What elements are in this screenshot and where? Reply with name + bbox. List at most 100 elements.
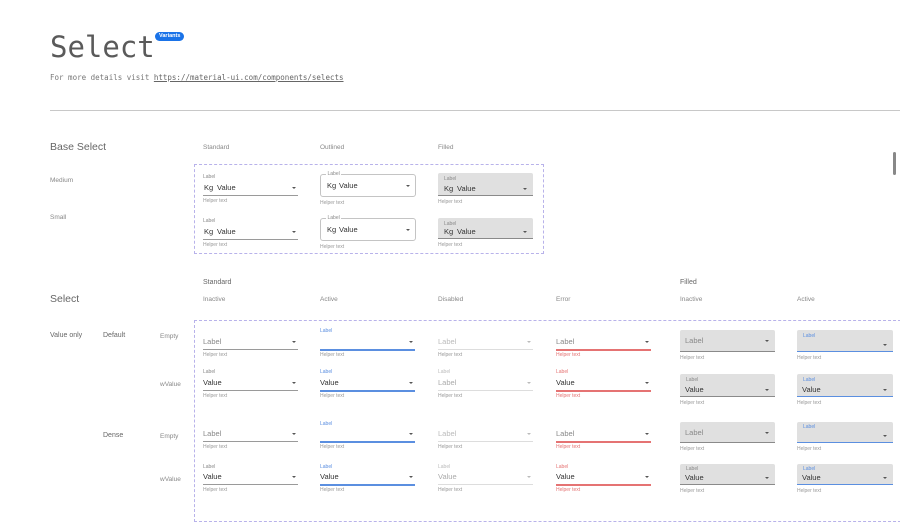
select-label: Label xyxy=(203,173,216,180)
dropdown-arrow-icon xyxy=(292,476,296,478)
helper-text: Helper text xyxy=(556,444,581,451)
select-underline xyxy=(203,349,298,350)
helper-text: Helper text xyxy=(556,352,581,359)
helper-text: Helper text xyxy=(680,354,705,361)
helper-text: Helper text xyxy=(320,352,345,359)
select-underline xyxy=(320,484,415,486)
helper-text: Helper text xyxy=(438,352,463,359)
column-header-standard: Standard xyxy=(203,143,230,151)
filled-box xyxy=(438,173,533,196)
select-underline xyxy=(438,349,533,350)
select-label: Label xyxy=(320,463,333,470)
helper-text: Helper text xyxy=(556,393,581,400)
filled-box xyxy=(680,464,775,485)
dropdown-arrow-icon xyxy=(765,340,769,342)
group-header-filled: Filled xyxy=(680,279,697,287)
filled-box xyxy=(797,330,893,352)
dropdown-arrow-icon xyxy=(883,477,887,479)
helper-text: Helper text xyxy=(438,198,463,205)
select-label: Label xyxy=(556,463,569,470)
dropdown-arrow-icon xyxy=(765,389,769,391)
select-field-inactive[interactable] xyxy=(680,0,775,16)
select-value: Value xyxy=(685,473,704,483)
column-header-inactive: Inactive xyxy=(203,295,226,303)
dropdown-arrow-icon xyxy=(409,433,413,435)
select-label: Label xyxy=(203,217,216,224)
select-prefix: Kg xyxy=(204,183,214,193)
select-value: Value xyxy=(556,472,575,482)
filled-box xyxy=(680,374,775,397)
select-field-active[interactable] xyxy=(797,0,893,16)
select-label: Label xyxy=(203,463,216,470)
dropdown-arrow-icon xyxy=(765,431,769,434)
page-subtitle: For more details visit https://material-… xyxy=(50,73,344,82)
select-placeholder: Label xyxy=(203,429,222,439)
select-label: Label xyxy=(444,175,457,182)
dropdown-arrow-icon xyxy=(409,341,413,343)
dropdown-arrow-icon xyxy=(406,184,410,187)
column-header-filled: Filled xyxy=(438,143,454,151)
dropdown-arrow-icon xyxy=(883,344,887,346)
select-underline xyxy=(320,390,415,392)
docs-link[interactable]: https://material-ui.com/components/selec… xyxy=(153,73,344,82)
helper-text: Helper text xyxy=(203,487,228,494)
dropdown-arrow-icon xyxy=(645,433,649,435)
helper-text: Helper text xyxy=(320,393,345,400)
select-underline xyxy=(556,484,651,486)
select-value: Value xyxy=(802,473,821,483)
row-label-medium: Medium xyxy=(50,176,74,184)
select-value: Value xyxy=(457,184,476,194)
select-prefix: Kg xyxy=(204,227,214,237)
row-label-empty: Empty xyxy=(160,332,179,340)
select-field-inactive[interactable] xyxy=(438,0,533,16)
select-field-inactive[interactable] xyxy=(320,0,416,16)
dropdown-arrow-icon xyxy=(527,341,531,343)
select-placeholder: Label xyxy=(438,429,457,439)
select-label: Label xyxy=(803,376,816,383)
scrollbar[interactable] xyxy=(893,152,896,175)
select-label: Label xyxy=(803,465,816,472)
dropdown-arrow-icon xyxy=(883,435,887,437)
helper-text: Helper text xyxy=(438,241,463,248)
helper-text: Helper text xyxy=(203,393,228,400)
select-underline xyxy=(556,441,651,443)
select-value: Value xyxy=(556,378,575,388)
select-placeholder: Label xyxy=(556,429,575,439)
helper-text: Helper text xyxy=(320,243,345,250)
dropdown-arrow-icon xyxy=(406,228,410,231)
helper-text: Helper text xyxy=(203,242,228,249)
select-value: Value xyxy=(320,472,339,482)
dropdown-arrow-icon xyxy=(523,231,527,233)
select-underline xyxy=(556,349,651,351)
select-value: Value xyxy=(685,385,704,395)
select-field-active[interactable] xyxy=(320,325,415,347)
select-label: Label xyxy=(438,463,451,470)
filled-box xyxy=(680,330,775,352)
base-select-group xyxy=(194,164,544,254)
column-header-disabled: Disabled xyxy=(438,295,464,303)
select-field-active[interactable] xyxy=(320,418,415,440)
column-header-inactive: Inactive xyxy=(680,295,703,303)
dropdown-arrow-icon xyxy=(645,382,649,384)
select-underline xyxy=(203,195,298,196)
select-label: Label xyxy=(803,423,816,430)
helper-text: Helper text xyxy=(438,487,463,494)
helper-text: Helper text xyxy=(797,354,822,361)
filled-box xyxy=(797,374,893,397)
row-label-small: Small xyxy=(50,213,67,221)
helper-text: Helper text xyxy=(203,198,228,205)
select-label: Label xyxy=(803,332,816,339)
helper-text: Helper text xyxy=(203,444,228,451)
select-label: Label xyxy=(326,170,342,177)
select-underline xyxy=(438,441,533,442)
helper-text: Helper text xyxy=(797,445,822,452)
dropdown-arrow-icon xyxy=(527,382,531,384)
select-value: Value xyxy=(203,378,222,388)
select-underline xyxy=(203,484,298,485)
select-underline xyxy=(438,484,533,485)
select-underline xyxy=(320,349,415,351)
select-value: Value xyxy=(217,183,236,193)
variants-badge[interactable]: Variants xyxy=(155,32,185,41)
dropdown-arrow-icon xyxy=(292,187,296,189)
row-label-wvalue: wValue xyxy=(160,475,181,483)
